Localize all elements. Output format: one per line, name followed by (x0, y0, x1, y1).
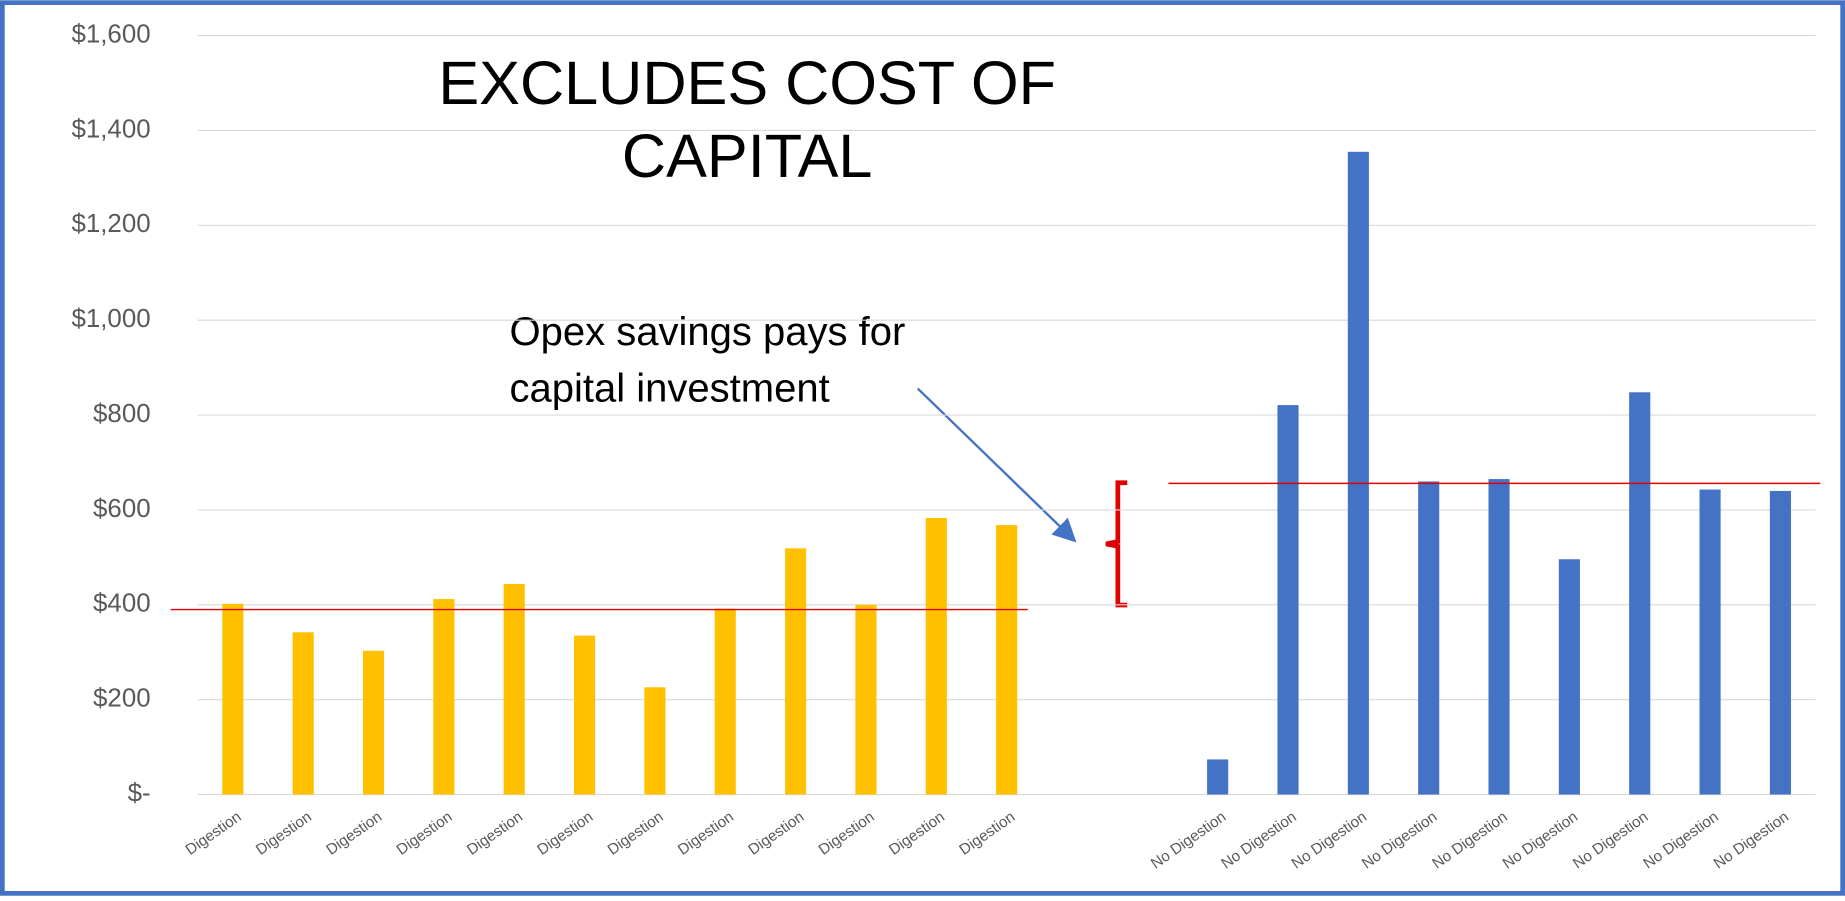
bar (362, 650, 385, 795)
bar (1207, 759, 1229, 795)
y-tick-label: $400 (93, 590, 151, 618)
y-tick-label: $1,000 (71, 305, 150, 333)
annotation-box: Opex savings pays for capital investment (509, 309, 906, 411)
bar (644, 687, 666, 795)
bar (222, 603, 244, 795)
bar (785, 548, 807, 795)
bar (292, 632, 314, 795)
bar (1769, 490, 1791, 795)
bar (574, 635, 596, 795)
bar (1277, 405, 1299, 795)
chart-title: EXCLUDES COST OF CAPITAL (438, 49, 1057, 191)
bar (1418, 481, 1440, 795)
bar (433, 599, 455, 795)
bar (925, 517, 947, 795)
y-tick-label: $1,200 (71, 210, 150, 238)
bar (996, 525, 1018, 795)
y-tick-label: $- (128, 779, 151, 807)
y-tick-label: $200 (93, 685, 151, 713)
y-tick-label: $1,600 (71, 20, 150, 48)
bar (1558, 559, 1580, 795)
annotation: Opex savings pays for capital investment (509, 309, 906, 411)
y-tick-label: $600 (93, 495, 151, 523)
y-tick-label: $800 (93, 400, 151, 428)
bar (1699, 489, 1721, 795)
bar (855, 604, 877, 795)
title-box: EXCLUDES COST OF CAPITAL (438, 49, 1057, 191)
bar (714, 608, 736, 795)
y-tick-label: $1,400 (71, 115, 150, 143)
bar (1347, 151, 1369, 795)
bar (1488, 479, 1510, 795)
arrow (916, 387, 1077, 543)
bar (503, 583, 525, 795)
bar (1629, 392, 1651, 795)
